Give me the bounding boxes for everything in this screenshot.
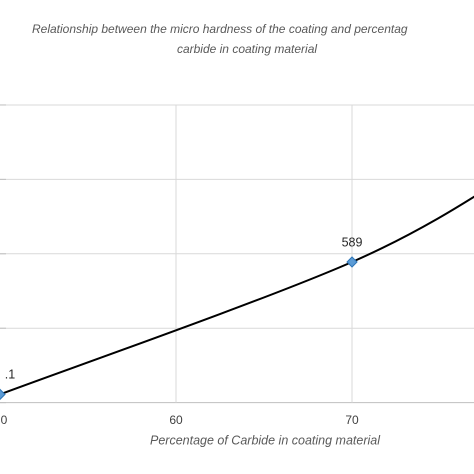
- x-tick-label: 70: [345, 413, 359, 427]
- x-tick-label: 0: [1, 413, 8, 427]
- chart-title: Relationship between the micro hardness …: [32, 22, 408, 36]
- data-marker: [346, 256, 358, 268]
- data-label: .1: [5, 368, 15, 382]
- chart-title: carbide in coating material: [177, 42, 317, 56]
- data-marker: [0, 388, 6, 401]
- x-axis-title: Percentage of Carbide in coating materia…: [150, 433, 381, 447]
- series-line: [0, 195, 474, 396]
- x-tick-label: 60: [169, 413, 183, 427]
- data-label: 589: [342, 235, 363, 249]
